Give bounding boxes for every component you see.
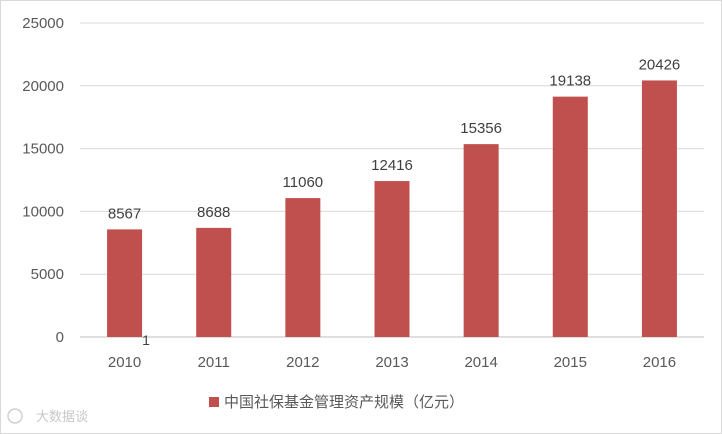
data-label: 8688	[197, 204, 230, 221]
data-label: 19138	[549, 73, 591, 90]
legend-swatch	[209, 397, 219, 407]
watermark-logo-icon	[7, 408, 23, 424]
bar	[374, 181, 410, 337]
gridlines	[80, 22, 704, 338]
y-tick-label: 25000	[22, 15, 64, 32]
x-tick-label: 2013	[375, 354, 408, 371]
bar	[196, 227, 232, 337]
y-tick-label: 10000	[22, 203, 64, 220]
data-label: 11060	[283, 174, 324, 191]
bar	[463, 144, 499, 337]
watermark: 大数据谈	[7, 408, 88, 425]
bar	[285, 198, 321, 337]
data-labels: 8567 8688 11060 12416 15356 19138 20426	[108, 56, 680, 222]
data-label: 8567	[108, 205, 141, 222]
y-tick-label: 0	[56, 329, 64, 346]
data-label: 20426	[639, 56, 681, 73]
bar	[107, 229, 143, 337]
y-axis-ticks: 0 5000 10000 15000 20000 25000	[22, 15, 64, 346]
x-tick-label: 2016	[643, 354, 676, 371]
bars	[107, 80, 677, 338]
x-tick-label: 2010	[108, 354, 141, 371]
data-label: 15356	[460, 120, 502, 137]
y-tick-label: 15000	[22, 141, 64, 158]
stray-annotation: 1	[142, 332, 150, 348]
legend-label: 中国社保基金管理资产规模（亿元）	[224, 393, 464, 411]
x-tick-label: 2011	[198, 354, 230, 371]
x-axis-ticks: 2010 2011 2012 2013 2014 2015 2016	[108, 354, 676, 371]
y-tick-label: 5000	[31, 266, 64, 283]
x-tick-label: 2015	[554, 354, 587, 371]
bar	[552, 96, 588, 338]
data-label: 12416	[371, 157, 413, 174]
x-tick-label: 2014	[464, 354, 497, 371]
watermark-text: 大数据谈	[36, 410, 88, 425]
y-tick-label: 20000	[22, 78, 64, 95]
bar	[641, 80, 677, 338]
x-tick-label: 2012	[286, 354, 319, 371]
legend: 中国社保基金管理资产规模（亿元）	[209, 393, 464, 411]
